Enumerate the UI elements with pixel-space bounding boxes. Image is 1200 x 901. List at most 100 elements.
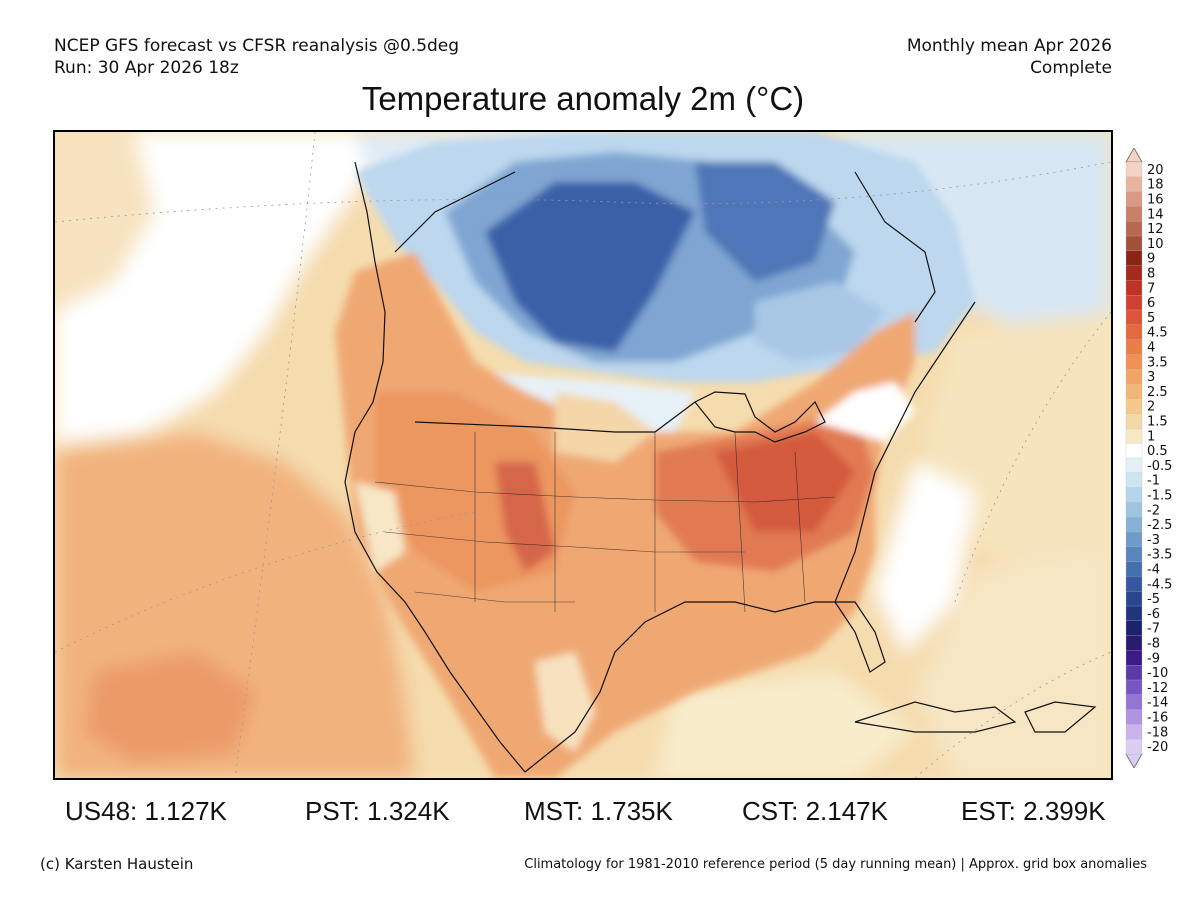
colorbar-swatch xyxy=(1125,191,1143,207)
colorbar-swatch xyxy=(1125,221,1143,237)
colorbar-swatch xyxy=(1125,694,1143,711)
colorbar-swatch xyxy=(1125,324,1143,341)
colorbar-label: 1.5 xyxy=(1147,415,1168,430)
colorbar-label: -5 xyxy=(1147,592,1160,607)
climatology-note: Climatology for 1981-2010 reference peri… xyxy=(524,857,1147,872)
colorbar-swatch xyxy=(1125,605,1143,622)
colorbar-label: -2.5 xyxy=(1147,518,1172,533)
period-info: Monthly mean Apr 2026 Complete xyxy=(907,35,1112,79)
colorbar-label: 2.5 xyxy=(1147,385,1168,400)
colorbar-swatch xyxy=(1125,546,1143,563)
colorbar-label: -20 xyxy=(1147,740,1168,755)
colorbar-label: 14 xyxy=(1147,207,1164,222)
colorbar-label: -18 xyxy=(1147,725,1168,740)
colorbar-swatch xyxy=(1125,250,1143,267)
colorbar-swatch xyxy=(1125,398,1143,415)
colorbar-swatch xyxy=(1125,265,1143,281)
colorbar-label: 10 xyxy=(1147,237,1164,252)
colorbar-swatch xyxy=(1125,591,1143,607)
map-title: Temperature anomaly 2m (°C) xyxy=(361,80,805,117)
colorbar-swatch xyxy=(1125,428,1143,444)
colorbar-swatch xyxy=(1125,369,1143,385)
colorbar-swatch xyxy=(1125,383,1143,400)
colorbar-label: -6 xyxy=(1147,607,1160,622)
region-stats: US48: 1.127K PST: 1.324K MST: 1.735K CST… xyxy=(0,796,1200,830)
colorbar-label: 5 xyxy=(1147,311,1155,326)
stat-cst: CST: 2.147K xyxy=(742,796,888,826)
colorbar-swatch xyxy=(1125,161,1143,178)
colorbar-label: -3 xyxy=(1147,533,1160,548)
state-borders xyxy=(374,431,836,613)
colorbar-label: -16 xyxy=(1147,711,1168,726)
colorbar-swatch xyxy=(1125,620,1143,637)
colorbar-label: 4.5 xyxy=(1147,326,1168,341)
colorbar-label: 16 xyxy=(1147,193,1164,208)
colorbar-label: -8 xyxy=(1147,637,1160,652)
colorbar-min-arrow xyxy=(1125,753,1143,768)
colorbar-label: -1.5 xyxy=(1147,489,1172,504)
colorbar-label: -0.5 xyxy=(1147,459,1172,474)
colorbar-label: -12 xyxy=(1147,681,1168,696)
colorbar-label: 0.5 xyxy=(1147,444,1168,459)
colorbar-swatch xyxy=(1125,576,1143,592)
colorbar-swatch xyxy=(1125,309,1143,326)
colorbar-label: 4 xyxy=(1147,341,1155,356)
colorbar-label: -2 xyxy=(1147,503,1160,518)
colorbar-legend: 201816141210987654.543.532.521.510.5-0.5… xyxy=(1125,148,1172,768)
colorbar-swatch xyxy=(1125,650,1143,666)
colorbar-swatch xyxy=(1125,354,1143,370)
colorbar-label: -4 xyxy=(1147,563,1160,578)
colorbar-label: -7 xyxy=(1147,622,1160,637)
colorbar-swatch xyxy=(1125,280,1143,296)
colorbar-swatch xyxy=(1125,413,1143,429)
coastlines xyxy=(344,161,1097,773)
colorbar-label: 7 xyxy=(1147,281,1155,296)
stat-pst: PST: 1.324K xyxy=(305,796,450,826)
colorbar-label: 12 xyxy=(1147,222,1164,237)
colorbar-swatch xyxy=(1125,739,1143,755)
colorbar-swatch xyxy=(1125,635,1143,651)
run-time: Run: 30 Apr 2026 18z xyxy=(54,58,239,78)
colorbar-label: -1 xyxy=(1147,474,1160,489)
colorbar-swatch xyxy=(1125,561,1143,577)
colorbar-label: 20 xyxy=(1147,163,1164,178)
stat-est: EST: 2.399K xyxy=(961,796,1106,826)
colorbar-swatch xyxy=(1125,443,1143,459)
colorbar-label: -14 xyxy=(1147,696,1168,711)
run-info: NCEP GFS forecast vs CFSR reanalysis @0.… xyxy=(54,35,459,79)
graticule xyxy=(55,132,1111,778)
colorbar-label: -9 xyxy=(1147,651,1160,666)
anomaly-map-graphic xyxy=(55,132,1111,778)
colorbar-label: 2 xyxy=(1147,400,1155,415)
colorbar-label: 8 xyxy=(1147,267,1155,282)
colorbar-swatch xyxy=(1125,176,1143,193)
colorbar-swatch xyxy=(1125,487,1143,503)
colorbar-swatch xyxy=(1125,665,1143,681)
colorbar-label: -10 xyxy=(1147,666,1168,681)
colorbar-label: 3 xyxy=(1147,370,1155,385)
colorbar-label: -3.5 xyxy=(1147,548,1172,563)
colorbar-swatch xyxy=(1125,235,1143,252)
colorbar-max-arrow xyxy=(1125,148,1143,163)
stat-mst: MST: 1.735K xyxy=(524,796,673,826)
colorbar-label: 1 xyxy=(1147,429,1155,444)
period-label: Monthly mean Apr 2026 xyxy=(906,36,1112,56)
colorbar-label: 18 xyxy=(1147,178,1164,193)
colorbar-label: 6 xyxy=(1147,296,1155,311)
copyright-note: (c) Karsten Haustein xyxy=(40,855,194,873)
colorbar-swatch xyxy=(1125,531,1143,548)
colorbar-label: 3.5 xyxy=(1147,355,1168,370)
colorbar-label: -4.5 xyxy=(1147,577,1172,592)
colorbar-swatch xyxy=(1125,517,1143,533)
colorbar-label: 9 xyxy=(1147,252,1155,267)
land-field xyxy=(335,132,975,778)
colorbar-swatch xyxy=(1125,502,1143,518)
colorbar-swatch xyxy=(1125,472,1143,489)
colorbar-swatch xyxy=(1125,709,1143,725)
colorbar-swatch xyxy=(1125,206,1143,222)
colorbar-swatch xyxy=(1125,457,1143,474)
colorbar-labels: 201816141210987654.543.532.521.510.5-0.5… xyxy=(1147,163,1172,755)
colorbar-swatch xyxy=(1125,724,1143,740)
anomaly-map xyxy=(53,130,1113,780)
stat-us48: US48: 1.127K xyxy=(65,796,227,826)
